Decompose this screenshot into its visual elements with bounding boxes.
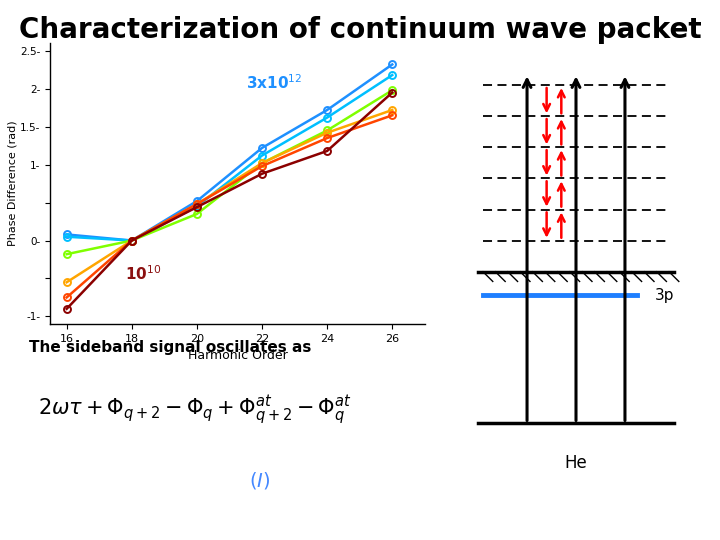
- Y-axis label: Phase Difference (rad): Phase Difference (rad): [7, 121, 17, 246]
- Text: 3p: 3p: [654, 288, 674, 302]
- Text: He: He: [564, 455, 588, 472]
- Text: 10$^{10}$: 10$^{10}$: [125, 264, 161, 283]
- Text: Characterization of continuum wave packet: Characterization of continuum wave packe…: [19, 16, 701, 44]
- Text: 3x10$^{12}$: 3x10$^{12}$: [246, 73, 302, 92]
- Text: $(I)$: $(I)$: [248, 470, 270, 491]
- Text: $2\omega\tau+\Phi_{q+2}-\Phi_{q}+\Phi^{at}_{q+2}-\Phi^{at}_{q}$: $2\omega\tau+\Phi_{q+2}-\Phi_{q}+\Phi^{a…: [37, 394, 351, 428]
- X-axis label: Harmonic Order: Harmonic Order: [188, 349, 287, 362]
- Text: The sideband signal oscillates as: The sideband signal oscillates as: [29, 340, 311, 355]
